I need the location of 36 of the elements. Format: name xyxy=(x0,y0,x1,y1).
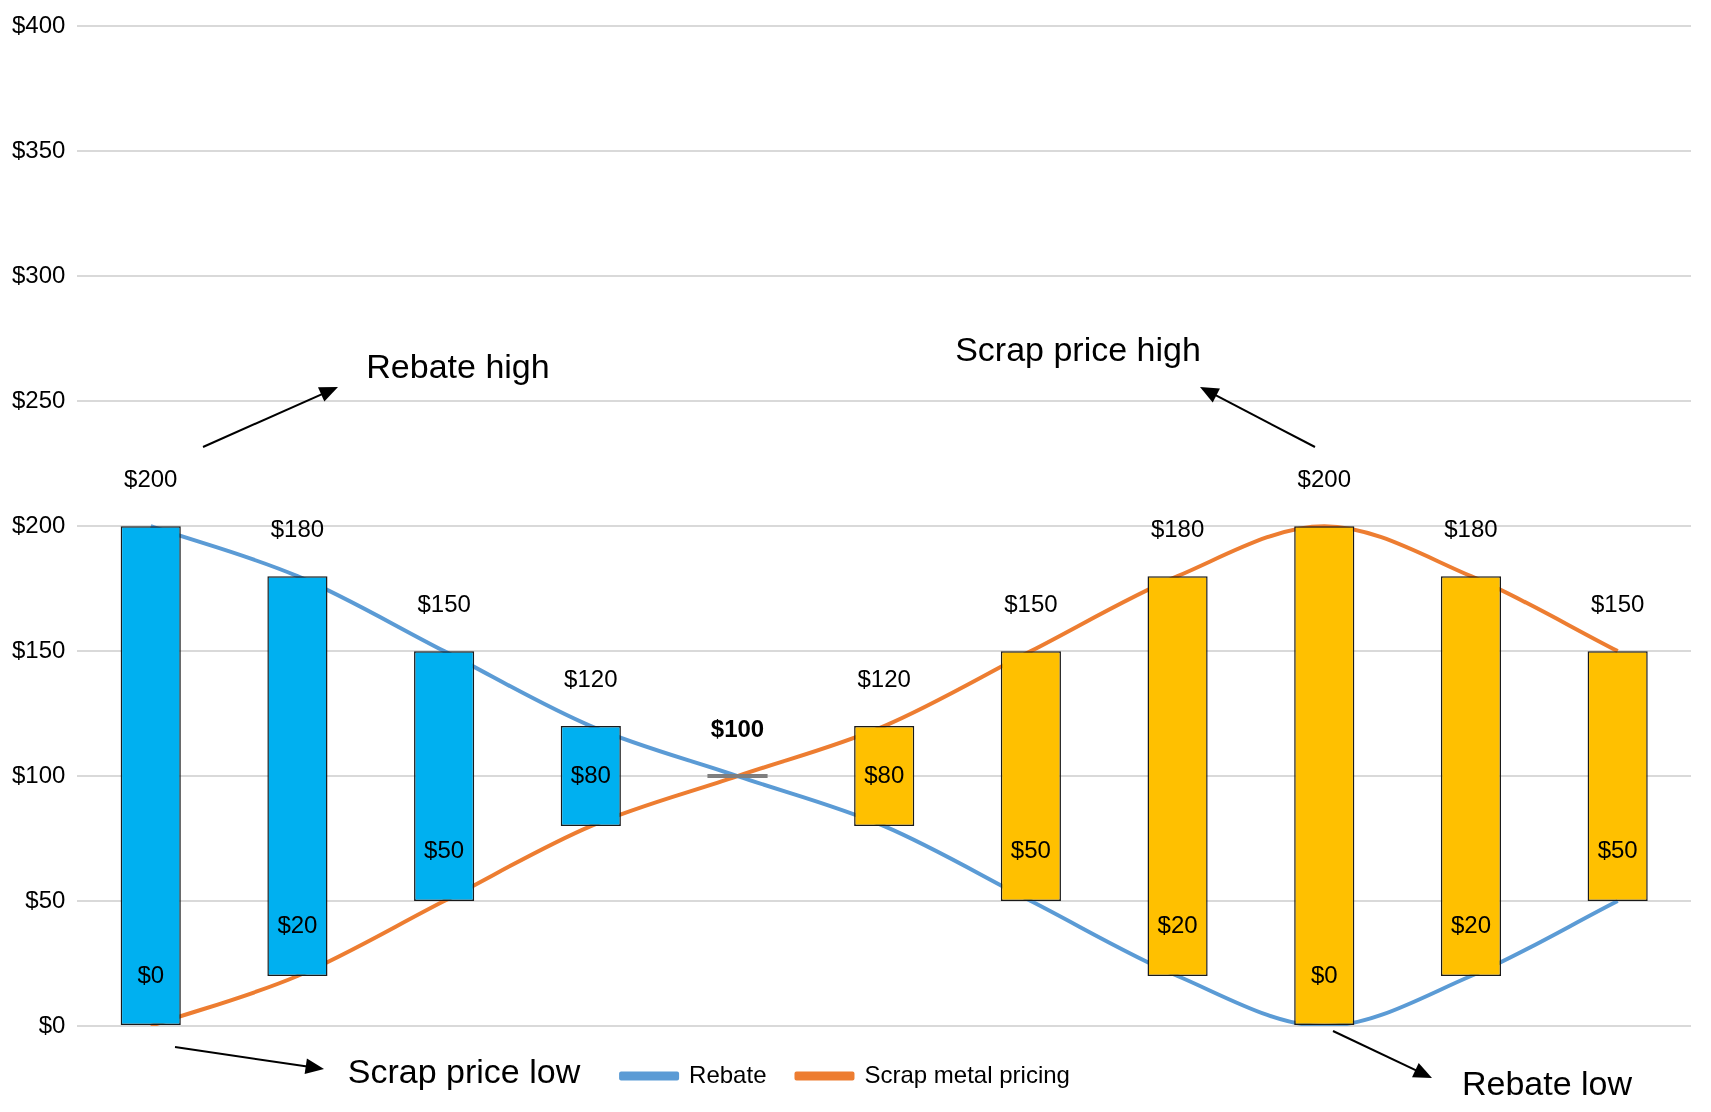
data-label: $80 xyxy=(570,760,611,788)
data-label: $50 xyxy=(1597,835,1638,863)
data-label: $200 xyxy=(1297,464,1351,492)
data-label: $0 xyxy=(137,960,165,988)
data-label: $180 xyxy=(1444,514,1498,542)
data-label: $150 xyxy=(417,589,471,617)
y-tick-label: $100 xyxy=(12,760,66,788)
y-tick-label: $200 xyxy=(12,510,66,538)
y-tick-label: $150 xyxy=(12,635,66,663)
data-label: $20 xyxy=(1450,910,1491,938)
data-label: $180 xyxy=(1150,514,1205,542)
data-label: $0 xyxy=(1310,960,1338,988)
y-tick-label: $0 xyxy=(38,1010,66,1038)
annotation: Scrap price high xyxy=(954,329,1202,369)
data-label: $80 xyxy=(864,760,905,788)
data-label: $180 xyxy=(270,514,325,542)
data-label: $20 xyxy=(1157,910,1198,938)
data-label: $150 xyxy=(1590,589,1645,617)
y-tick-label: $300 xyxy=(12,260,66,288)
legend-label: Rebate xyxy=(689,1060,767,1088)
text: Scrap price low xyxy=(346,1051,582,1091)
data-label: $120 xyxy=(857,664,911,692)
y-tick-label: $350 xyxy=(12,135,66,163)
data-label: $50 xyxy=(1010,835,1051,863)
text: Rebate low xyxy=(1460,1063,1634,1103)
y-tick-label: $250 xyxy=(12,385,66,413)
data-label: $20 xyxy=(277,910,318,938)
data-label: $200 xyxy=(124,464,178,492)
y-tick-label: $400 xyxy=(12,11,66,39)
data-label: $50 xyxy=(424,835,465,863)
y-tick-label: $50 xyxy=(25,885,66,913)
data-label: $100 xyxy=(710,714,765,742)
data-label: $150 xyxy=(1004,589,1058,617)
legend-label: Scrap metal pricing xyxy=(864,1060,1070,1088)
data-label: $120 xyxy=(564,664,618,692)
annotation: Rebate high xyxy=(365,346,551,386)
